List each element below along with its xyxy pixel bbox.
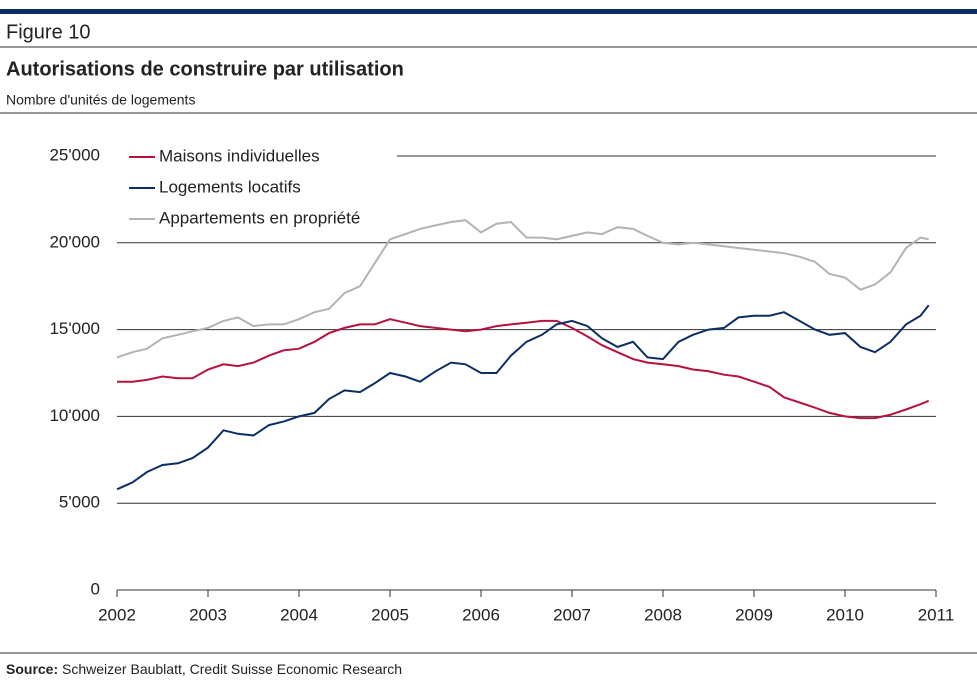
x-tick-label: 2003 xyxy=(189,605,227,624)
x-tick-label: 2010 xyxy=(826,605,864,624)
x-tick-label: 2007 xyxy=(553,605,591,624)
chart-title: Autorisations de construire par utilisat… xyxy=(6,58,404,80)
legend-label: Maisons individuelles xyxy=(159,146,320,165)
x-tick-label: 2011 xyxy=(918,605,955,624)
figure-label: Figure 10 xyxy=(6,21,91,43)
y-tick-label: 15'000 xyxy=(49,319,100,338)
source-text: Schweizer Baublatt, Credit Suisse Econom… xyxy=(62,661,402,677)
y-tick-label: 20'000 xyxy=(49,232,100,251)
y-tick-label: 0 xyxy=(91,579,100,598)
source: Source: Schweizer Baublatt, Credit Suiss… xyxy=(6,661,402,677)
series-line xyxy=(117,318,930,420)
legend-label: Appartements en propriété xyxy=(159,208,360,227)
series-line xyxy=(116,219,929,359)
x-tick-label: 2006 xyxy=(462,605,500,624)
chart-subtitle: Nombre d'unités de logements xyxy=(6,92,195,108)
y-tick-label: 10'000 xyxy=(49,406,100,425)
y-tick-label: 25'000 xyxy=(49,145,100,164)
source-label: Source: xyxy=(6,661,58,677)
top-bar xyxy=(0,9,977,14)
y-tick-label: 5'000 xyxy=(59,493,100,512)
x-tick-label: 2004 xyxy=(280,605,318,624)
x-tick-label: 2008 xyxy=(644,605,682,624)
x-tick-label: 2009 xyxy=(735,605,773,624)
x-tick-label: 2002 xyxy=(98,605,136,624)
legend-label: Logements locatifs xyxy=(159,177,301,196)
x-tick-label: 2005 xyxy=(371,605,409,624)
series-line xyxy=(116,304,930,491)
